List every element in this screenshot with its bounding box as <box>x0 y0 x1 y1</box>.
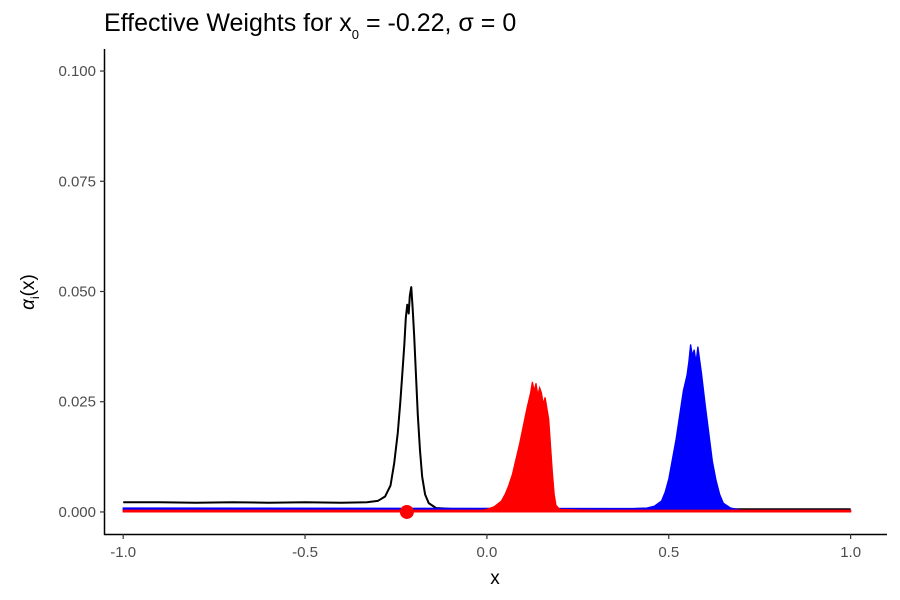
y-tick-label: 0.000 <box>58 504 96 521</box>
x-tick-label: -1.0 <box>110 544 136 561</box>
x-tick-label: 1.0 <box>840 544 861 561</box>
plot-marker <box>399 504 414 519</box>
x-ticks: -1.0 -0.5 0.0 0.5 1.0 <box>110 534 861 561</box>
x0-marker-point <box>399 504 414 519</box>
x-axis-title: x <box>490 568 500 589</box>
x-tick-label: 0.5 <box>658 544 679 561</box>
y-tick-label: 0.075 <box>58 173 96 190</box>
y-axis-title: αi(x) <box>18 274 42 310</box>
series-2-area <box>122 381 852 513</box>
x-tick-label: -0.5 <box>292 544 318 561</box>
x-tick-label: 0.0 <box>476 544 497 561</box>
y-tick-label: 0.100 <box>58 63 96 80</box>
plot-series <box>122 286 852 513</box>
series-1-area <box>122 344 852 512</box>
y-ticks: 0.000 0.025 0.050 0.075 0.100 <box>58 63 105 521</box>
y-tick-label: 0.050 <box>58 284 96 301</box>
series-0-line <box>123 286 851 511</box>
y-tick-label: 0.025 <box>58 394 96 411</box>
chart-title: Effective Weights for x0 = -0.22, σ = 0 <box>104 9 516 42</box>
